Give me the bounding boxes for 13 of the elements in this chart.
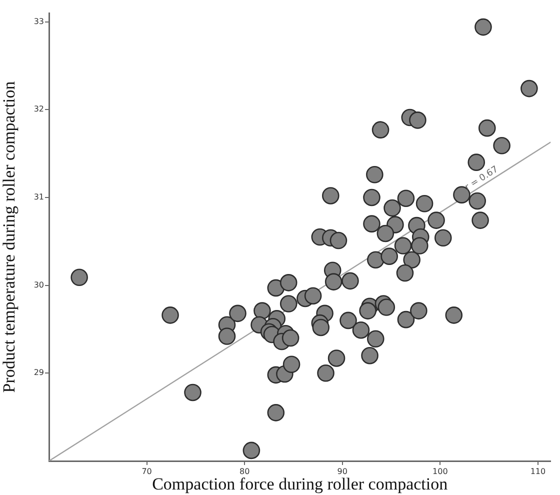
y-tick-label: 33 [34, 16, 44, 26]
y-tick-label: 30 [34, 280, 44, 290]
y-tick-label: 31 [34, 192, 44, 202]
x-tick-label: 80 [240, 466, 250, 476]
y-tick-label: 29 [34, 368, 44, 378]
x-tick-label: 70 [142, 466, 152, 476]
x-axis-title: Compaction force during roller compaction [152, 474, 448, 494]
x-tick-label: 100 [432, 466, 448, 476]
annotation: r = 0.67 [464, 164, 500, 193]
y-tick-label: 32 [34, 104, 44, 114]
x-tick-label: 110 [530, 466, 546, 476]
x-tick-label: 90 [337, 466, 348, 476]
y-axis-title: Product temperature during roller compaction [0, 80, 19, 393]
